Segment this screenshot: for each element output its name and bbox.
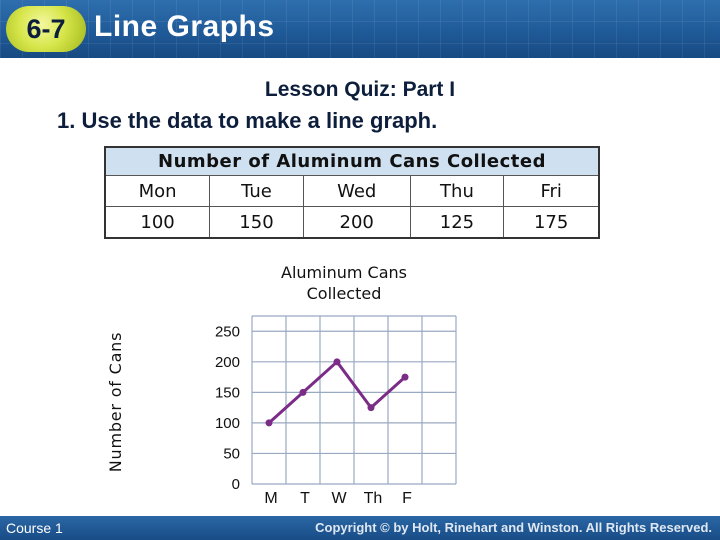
x-tick-label: Th [364, 490, 383, 507]
copyright-notice: Copyright © by Holt, Rinehart and Winsto… [315, 520, 712, 535]
title-bar [0, 0, 720, 58]
table-caption-row: Number of Aluminum Cans Collected [104, 146, 600, 176]
table-cell-day: Thu [409, 175, 505, 207]
x-tick-label: T [300, 490, 310, 507]
table-cell-value: 200 [302, 206, 411, 239]
table-cell-day: Wed [302, 175, 411, 207]
x-tick-label: F [402, 490, 412, 507]
table-cell-day: Mon [104, 175, 211, 207]
x-tick-label: W [331, 490, 347, 507]
table-cell-day: Fri [503, 175, 600, 207]
lesson-title: Line Graphs [94, 10, 275, 43]
course-label: Course 1 [6, 520, 63, 536]
table-row-days: Mon Tue Wed Thu Fri [104, 175, 600, 207]
data-point [265, 419, 273, 427]
footer-bar: Course 1 Copyright © by Holt, Rinehart a… [0, 516, 720, 540]
chart-title-line: Collected [306, 284, 382, 303]
x-tick-label: M [264, 490, 277, 507]
y-tick-label: 100 [215, 415, 240, 432]
data-point [367, 404, 375, 412]
table-cell-value: 125 [409, 206, 505, 239]
y-tick-label: 200 [215, 354, 240, 371]
table-cell-value: 100 [104, 206, 211, 239]
chart-title: Aluminum Cans Collected [214, 262, 474, 304]
quiz-heading: Lesson Quiz: Part I [264, 78, 456, 101]
table-cell-value: 150 [209, 206, 304, 239]
chart-title-line: Aluminum Cans [281, 263, 407, 282]
lesson-number-badge: 6-7 [6, 6, 86, 52]
line-chart: 0 50 100 150 200 250 M T W Th F [215, 315, 457, 507]
data-table: Number of Aluminum Cans Collected Mon Tu… [104, 146, 600, 239]
y-tick-label: 250 [215, 323, 240, 340]
table-caption: Number of Aluminum Cans Collected [104, 146, 600, 176]
data-point [401, 373, 409, 381]
table-row-values: 100 150 200 125 175 [104, 206, 600, 239]
data-point [299, 388, 307, 396]
y-tick-label: 150 [215, 384, 240, 401]
data-point [333, 358, 341, 366]
table-cell-value: 175 [503, 206, 600, 239]
y-tick-label: 50 [223, 445, 240, 462]
table-cell-day: Tue [209, 175, 304, 207]
y-tick-label: 0 [232, 476, 240, 493]
quiz-question: 1. Use the data to make a line graph. [57, 108, 438, 133]
